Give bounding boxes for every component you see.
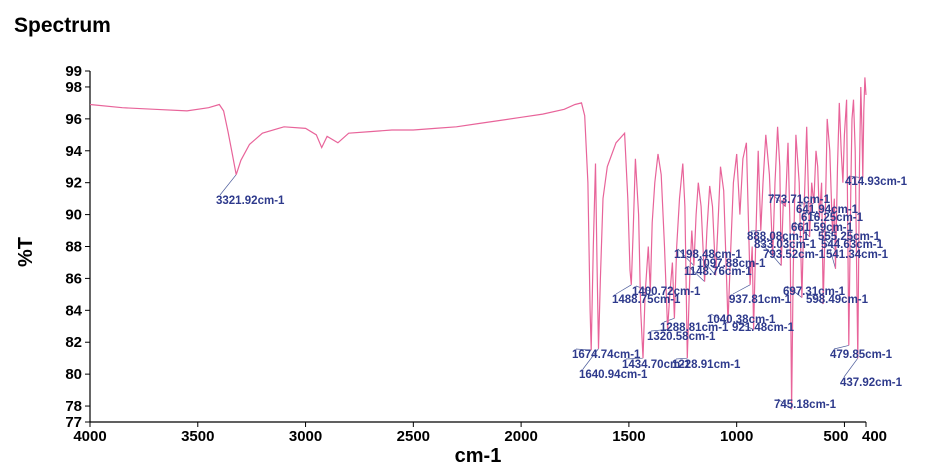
peak-label: 544.63cm-1 — [821, 239, 884, 251]
x-axis-label: cm-1 — [455, 445, 502, 467]
y-tick-label: 77 — [65, 414, 82, 431]
peak-leader — [777, 398, 792, 410]
peak-label: 1148.76cm-1 — [684, 266, 752, 278]
peak-leader — [687, 265, 705, 282]
x-tick-label: 4000 — [73, 428, 106, 445]
peak-label: 616.25cm-1 — [801, 212, 864, 224]
peak-label: 745.18cm-1 — [774, 399, 837, 411]
peak-leader — [824, 238, 836, 250]
peak-leader — [625, 357, 643, 360]
peak-label: 661.59cm-1 — [791, 222, 854, 234]
peak-leader — [615, 284, 632, 295]
x-tick-label: 3500 — [181, 428, 214, 445]
peak-label: 1228.91cm-1 — [672, 359, 741, 371]
peak-leader — [804, 211, 820, 219]
peak-label: 937.81cm-1 — [729, 294, 792, 306]
peak-leader — [829, 248, 836, 269]
peak-leader — [582, 348, 599, 370]
peak-label: 1198.48cm-1 — [674, 249, 742, 261]
y-tick-label: 98 — [65, 79, 82, 96]
peak-label: 888.08cm-1 — [747, 231, 810, 243]
peak-label: 437.92cm-1 — [840, 377, 903, 389]
peak-label: 1640.94cm-1 — [579, 369, 648, 381]
peak-leader-lines — [219, 174, 863, 410]
chart-title: Spectrum — [14, 14, 111, 37]
peak-leader — [735, 321, 754, 330]
peak-leader — [650, 329, 668, 332]
peak-leader — [732, 284, 751, 295]
x-tick-label: 1500 — [612, 428, 645, 445]
peak-leader — [675, 357, 688, 360]
peak-labels: 3321.92cm-1 1674.74cm-1 1640.94cm-1 1488.75… — [216, 176, 908, 411]
peak-label: 479.85cm-1 — [830, 349, 893, 361]
y-tick-label: 96 — [65, 111, 82, 128]
x-tick-label: 2500 — [397, 428, 430, 445]
peak-leader — [663, 317, 675, 323]
y-axis-label: %T — [15, 237, 37, 267]
y-tick-label: 99 — [65, 63, 82, 80]
y-tick-label: 80 — [65, 366, 82, 383]
x-tick-label: 3000 — [289, 428, 322, 445]
x-tick-label: 2000 — [504, 428, 537, 445]
peak-leader — [799, 203, 814, 205]
peak-label: 833.03cm-1 — [754, 239, 817, 251]
spectrum-line — [89, 77, 867, 410]
y-tick-label: 82 — [65, 334, 82, 351]
peak-label: 697.31cm-1 — [783, 286, 846, 298]
peak-label: 641.94cm-1 — [796, 204, 859, 216]
x-axis-ticks: 4000 3500 3000 2500 2000 1500 1000 500 400 — [73, 422, 887, 445]
peak-leader — [766, 248, 782, 266]
peak-label: 555.25cm-1 — [818, 231, 881, 243]
peak-label: 1400.72cm-1 — [632, 286, 701, 298]
peak-label: 1434.70cm-1 — [622, 359, 691, 371]
peak-label: 1488.75cm-1 — [612, 294, 681, 306]
peak-label: 1320.58cm-1 — [647, 331, 716, 343]
peak-label: 921.48cm-1 — [732, 322, 795, 334]
x-tick-label: 500 — [823, 428, 848, 445]
peak-leader — [843, 357, 859, 378]
y-tick-label: 84 — [65, 302, 82, 319]
peak-label: 541.34cm-1 — [826, 249, 889, 261]
peak-label: 1288.81cm-1 — [660, 322, 729, 334]
peak-label: 1674.74cm-1 — [572, 349, 641, 361]
peak-label: 598.49cm-1 — [806, 294, 869, 306]
peak-leader — [821, 230, 833, 235]
peak-label: 3321.92cm-1 — [216, 195, 285, 207]
y-tick-label: 86 — [65, 270, 82, 287]
x-tick-label: 400 — [862, 428, 887, 445]
x-tick-label: 1000 — [720, 428, 753, 445]
peak-leader — [833, 345, 849, 350]
peak-leader — [635, 285, 651, 292]
peak-leader — [794, 221, 810, 238]
y-tick-label: 88 — [65, 239, 82, 256]
peak-label: 1097.88cm-1 — [697, 258, 766, 270]
y-tick-label: 92 — [65, 175, 82, 192]
peak-label: 793.52cm-1 — [763, 249, 826, 261]
peak-label: 1040.38cm-1 — [707, 314, 776, 326]
peak-leader — [710, 313, 729, 324]
y-tick-label: 78 — [65, 398, 82, 415]
peak-leader — [809, 293, 824, 305]
peak-leader — [575, 348, 592, 351]
peak-leader — [219, 174, 237, 196]
peak-label: 414.93cm-1 — [845, 176, 908, 188]
peak-leader — [786, 285, 803, 298]
y-tick-label: 94 — [65, 143, 82, 160]
y-tick-label: 90 — [65, 207, 82, 224]
peak-label: 773.71cm-1 — [768, 194, 831, 206]
